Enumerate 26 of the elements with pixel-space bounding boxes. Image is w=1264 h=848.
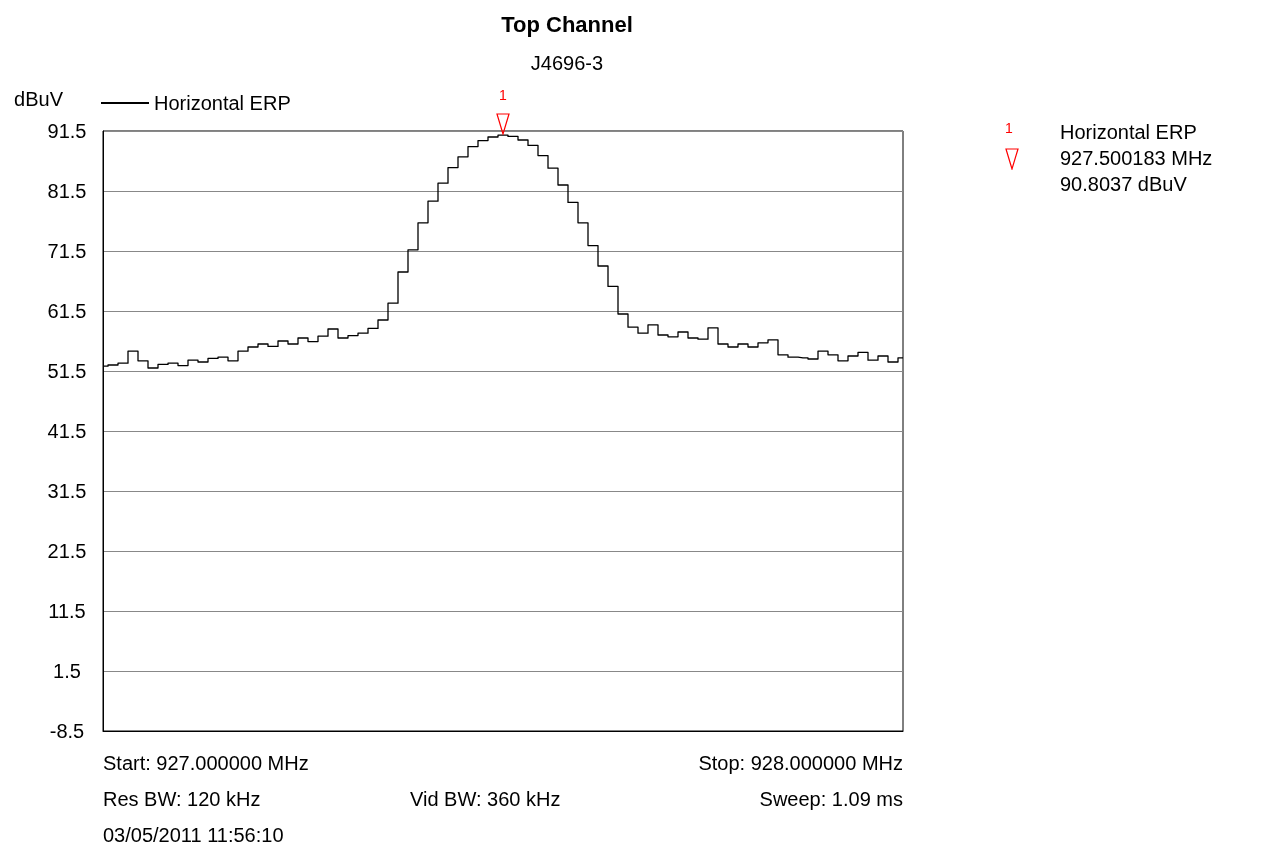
y-tick-label: 21.5 — [47, 540, 87, 562]
text: Start: 927.000000 MHz — [103, 752, 309, 775]
y-tick-label: 61.5 — [47, 300, 87, 322]
text: Stop: 928.000000 MHz — [698, 752, 903, 775]
y-tick-label: 41.5 — [47, 420, 87, 442]
text: Res BW: 120 kHz — [103, 788, 261, 811]
text: 03/05/2011 11:56:10 — [103, 824, 284, 847]
text: 1 — [1005, 120, 1013, 136]
y-tick-label: 31.5 — [47, 480, 87, 502]
text: 90.8037 dBuV — [1060, 173, 1187, 196]
chart-title: Top Channel — [501, 11, 633, 37]
text: Horizontal ERP — [1060, 121, 1197, 144]
legend-label: Horizontal ERP — [154, 92, 291, 114]
y-tick-label: 91.5 — [47, 120, 87, 142]
text: 1 — [499, 87, 507, 104]
y-tick-label: 51.5 — [47, 360, 87, 382]
y-tick-label: 11.5 — [48, 600, 86, 622]
text: Sweep: 1.09 ms — [759, 788, 903, 811]
text: 927.500183 MHz — [1060, 147, 1213, 170]
chart-subtitle: J4696-3 — [530, 52, 604, 74]
y-tick-label: 1.5 — [53, 660, 81, 682]
text: Vid BW: 360 kHz — [410, 788, 561, 811]
y-tick-label: 81.5 — [47, 180, 87, 202]
y-tick-label: -8.5 — [49, 720, 85, 742]
y-tick-label: 71.5 — [47, 240, 87, 262]
y-axis-title: dBuV — [14, 88, 64, 110]
